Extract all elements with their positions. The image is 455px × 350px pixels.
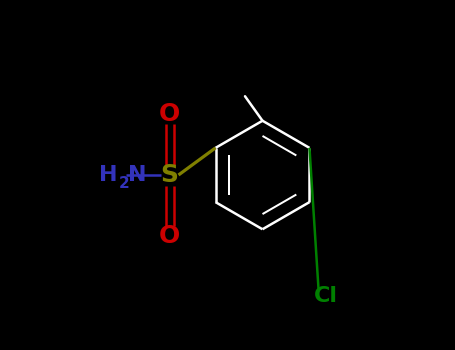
Text: O: O xyxy=(159,224,180,248)
Text: 2: 2 xyxy=(119,176,130,191)
Text: N: N xyxy=(128,165,146,185)
Text: H: H xyxy=(99,165,117,185)
Text: S: S xyxy=(161,163,179,187)
Text: Cl: Cl xyxy=(313,286,338,306)
Text: O: O xyxy=(159,102,180,126)
